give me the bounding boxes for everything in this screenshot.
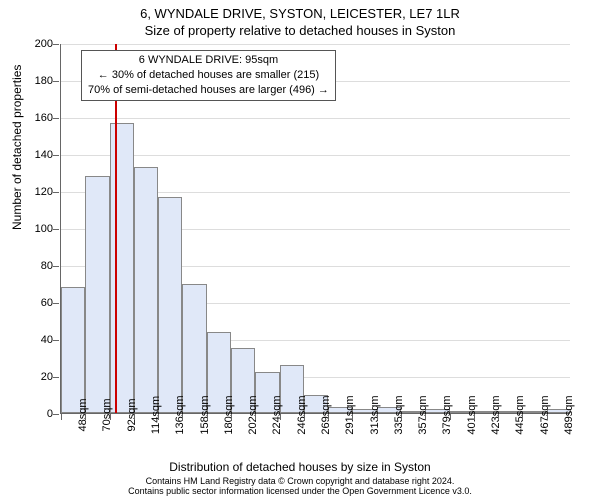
x-tick-label: 70sqm bbox=[101, 398, 113, 431]
x-tick-label: 489sqm bbox=[563, 395, 575, 434]
y-tick bbox=[53, 266, 59, 267]
x-tick-label: 180sqm bbox=[223, 395, 235, 434]
grid-line bbox=[61, 44, 570, 45]
histogram-bar bbox=[158, 197, 182, 413]
x-tick bbox=[255, 414, 256, 420]
page-title: 6, WYNDALE DRIVE, SYSTON, LEICESTER, LE7… bbox=[0, 0, 600, 21]
y-tick bbox=[53, 155, 59, 156]
x-tick-label: 202sqm bbox=[247, 395, 259, 434]
x-tick-label: 467sqm bbox=[539, 395, 551, 434]
x-tick-label: 224sqm bbox=[271, 395, 283, 434]
histogram-bar bbox=[182, 284, 206, 414]
x-tick bbox=[401, 414, 402, 420]
x-tick bbox=[134, 414, 135, 420]
x-tick-label: 401sqm bbox=[466, 395, 478, 434]
y-tick-label: 20 bbox=[23, 371, 53, 383]
page-subtitle: Size of property relative to detached ho… bbox=[0, 21, 600, 38]
y-tick-label: 60 bbox=[23, 297, 53, 309]
y-axis-label: Number of detached properties bbox=[10, 65, 24, 230]
y-tick bbox=[53, 229, 59, 230]
y-tick bbox=[53, 192, 59, 193]
y-tick-label: 160 bbox=[23, 112, 53, 124]
y-tick-label: 80 bbox=[23, 260, 53, 272]
x-tick-label: 136sqm bbox=[174, 395, 186, 434]
y-tick-label: 40 bbox=[23, 334, 53, 346]
x-tick bbox=[158, 414, 159, 420]
x-tick-label: 335sqm bbox=[393, 395, 405, 434]
footer-attribution: Contains HM Land Registry data © Crown c… bbox=[0, 477, 600, 497]
histogram-bar bbox=[110, 123, 134, 413]
x-tick-label: 357sqm bbox=[417, 395, 429, 434]
x-tick-label: 158sqm bbox=[199, 395, 211, 434]
plot-area: 02040608010012014016018020048sqm70sqm92s… bbox=[60, 44, 570, 414]
annotation-box: 6 WYNDALE DRIVE: 95sqm ← 30% of detached… bbox=[81, 50, 336, 101]
x-tick-label: 114sqm bbox=[150, 396, 162, 434]
x-tick bbox=[207, 414, 208, 420]
y-tick-label: 0 bbox=[23, 408, 53, 420]
x-tick-label: 269sqm bbox=[320, 395, 332, 434]
y-tick bbox=[53, 44, 59, 45]
x-tick-label: 291sqm bbox=[344, 395, 356, 434]
x-tick bbox=[425, 414, 426, 420]
y-tick bbox=[53, 118, 59, 119]
x-tick bbox=[304, 414, 305, 420]
x-tick bbox=[547, 414, 548, 420]
x-tick bbox=[498, 414, 499, 420]
x-tick bbox=[352, 414, 353, 420]
y-tick-label: 140 bbox=[23, 149, 53, 161]
annotation-line-2: ← 30% of detached houses are smaller (21… bbox=[88, 68, 329, 83]
x-tick bbox=[110, 414, 111, 420]
x-tick bbox=[450, 414, 451, 420]
y-tick bbox=[53, 303, 59, 304]
histogram-bar bbox=[85, 176, 109, 413]
y-tick-label: 100 bbox=[23, 223, 53, 235]
grid-line bbox=[61, 118, 570, 119]
x-tick bbox=[522, 414, 523, 420]
y-tick-label: 120 bbox=[23, 186, 53, 198]
x-tick bbox=[377, 414, 378, 420]
x-tick-label: 445sqm bbox=[514, 395, 526, 434]
y-tick bbox=[53, 81, 59, 82]
x-tick-label: 48sqm bbox=[77, 398, 89, 431]
annotation-line-1: 6 WYNDALE DRIVE: 95sqm bbox=[88, 53, 329, 68]
x-tick bbox=[474, 414, 475, 420]
annotation-line-3: 70% of semi-detached houses are larger (… bbox=[88, 83, 329, 98]
x-tick bbox=[280, 414, 281, 420]
x-axis-label: Distribution of detached houses by size … bbox=[0, 460, 600, 474]
y-tick bbox=[53, 377, 59, 378]
x-tick bbox=[61, 414, 62, 420]
x-tick-label: 92sqm bbox=[126, 398, 138, 431]
histogram-bar bbox=[61, 287, 85, 413]
x-tick-label: 313sqm bbox=[369, 395, 381, 434]
x-tick bbox=[328, 414, 329, 420]
x-tick-label: 246sqm bbox=[296, 395, 308, 434]
x-tick bbox=[231, 414, 232, 420]
chart-container: 6, WYNDALE DRIVE, SYSTON, LEICESTER, LE7… bbox=[0, 0, 600, 500]
y-tick-label: 200 bbox=[23, 38, 53, 50]
x-tick-label: 379sqm bbox=[441, 395, 453, 434]
x-tick bbox=[182, 414, 183, 420]
y-tick-label: 180 bbox=[23, 75, 53, 87]
y-tick bbox=[53, 340, 59, 341]
x-tick-label: 423sqm bbox=[490, 395, 502, 434]
y-tick bbox=[53, 414, 59, 415]
x-tick bbox=[85, 414, 86, 420]
histogram-bar bbox=[134, 167, 158, 413]
grid-line bbox=[61, 155, 570, 156]
footer-line-2: Contains public sector information licen… bbox=[0, 487, 600, 497]
